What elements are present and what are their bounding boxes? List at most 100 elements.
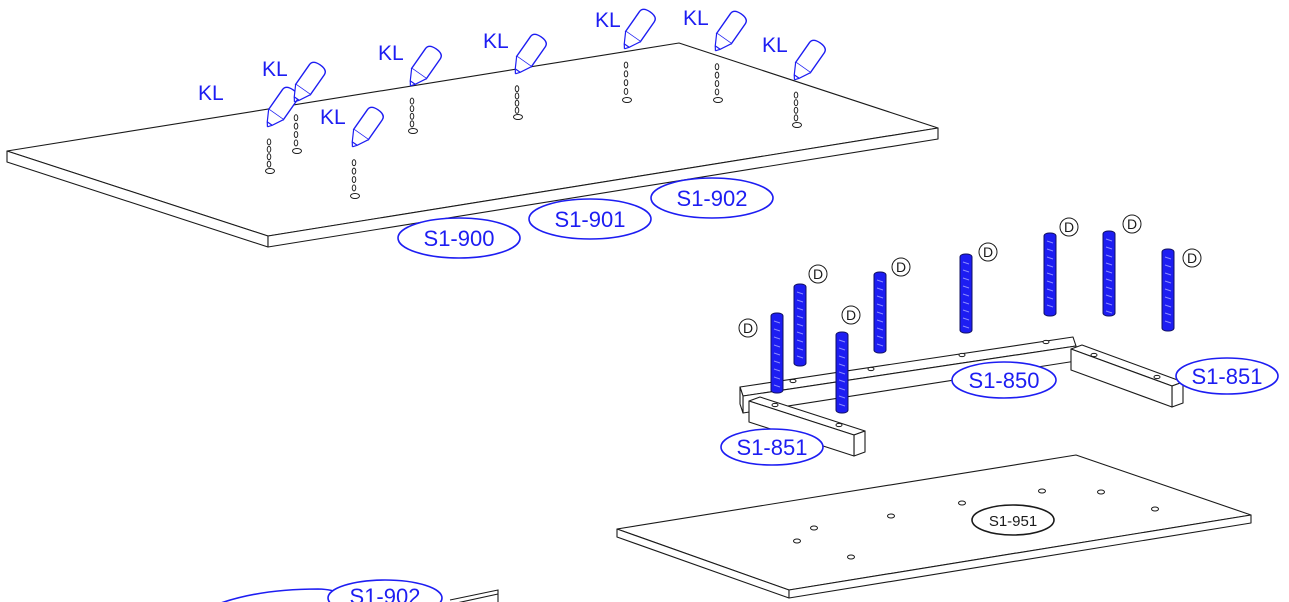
- dowel-label-circle: [808, 264, 828, 284]
- glue-drop: [351, 167, 357, 175]
- dowel-hole: [792, 122, 802, 128]
- glue-bottle-icon: [514, 33, 547, 75]
- dowel-label: D: [1064, 219, 1074, 235]
- label-s1-900-text: S1-900: [424, 226, 495, 251]
- label-s1-851-right: S1-851: [1175, 357, 1279, 395]
- glue-drop: [793, 91, 799, 99]
- dowel-label: D: [813, 266, 823, 282]
- dowel-5: D: [959, 242, 998, 334]
- top-panel: [6, 42, 939, 248]
- glue-bottle-icon: [293, 61, 326, 103]
- glue-drop: [623, 61, 629, 69]
- label-s1-900: S1-900: [397, 217, 521, 259]
- dowel-hole: [350, 193, 360, 199]
- dowel-2: D: [793, 264, 828, 367]
- glue-drop: [351, 176, 357, 183]
- dowel-hole: [622, 97, 632, 103]
- label-s1-951-text: S1-951: [989, 513, 1037, 530]
- dowel-1: D: [738, 312, 784, 394]
- dowel-label-circle: [978, 242, 998, 262]
- glue-drop: [623, 87, 629, 95]
- rail-short-left-s1-851: [748, 396, 866, 457]
- glue-drop: [793, 114, 799, 122]
- label-s1-851-left: S1-851: [720, 428, 824, 466]
- bottom-panel-s1-951: [616, 454, 1252, 599]
- glue-drop: [514, 85, 520, 93]
- glue-application-4: KL: [378, 42, 442, 134]
- glue-drop: [623, 70, 629, 78]
- glue-drop: [266, 153, 272, 161]
- glue-bottle-icon: [793, 39, 826, 81]
- dowel-label-circle: [891, 257, 911, 277]
- label-s1-901-text: S1-901: [555, 207, 626, 232]
- label-s1-902-text: S1-902: [677, 186, 748, 211]
- dowel-label-circle: [738, 318, 758, 338]
- glue-drop: [293, 122, 299, 130]
- glue-label: KL: [198, 82, 224, 105]
- label-s1-851-left-text: S1-851: [737, 435, 808, 460]
- glue-drop: [409, 112, 415, 120]
- glue-bottle-icon: [409, 45, 442, 87]
- label-s1-851-right-text: S1-851: [1192, 364, 1263, 389]
- dowel-label-circle: [841, 305, 861, 325]
- glue-bottle-icon: [623, 8, 656, 50]
- glue-drop: [266, 138, 272, 146]
- dowel-pin: [1102, 230, 1116, 317]
- glue-label: KL: [762, 34, 788, 57]
- glue-drop: [409, 120, 415, 128]
- glue-drop: [714, 80, 720, 87]
- glue-drop: [293, 139, 299, 147]
- dowel-7: D: [1102, 214, 1142, 317]
- glue-drop: [293, 131, 299, 138]
- dowel-label: D: [983, 244, 993, 260]
- glue-label: KL: [483, 30, 509, 53]
- glue-application-5: KL: [483, 30, 547, 120]
- glue-drop: [351, 184, 357, 192]
- label-s1-902-partial-text: S1-902: [350, 584, 421, 602]
- glue-application-2: KL: [262, 58, 326, 154]
- dowel-label-circle: [1122, 214, 1142, 234]
- dowel-label-circle: [1059, 217, 1079, 237]
- dowel-label: D: [1187, 250, 1197, 266]
- dowel-label: D: [896, 259, 906, 275]
- glue-application-3: KL: [320, 106, 384, 199]
- label-s1-902: S1-902: [650, 177, 774, 219]
- glue-applications: KL KL KL KL KL KL KL KL: [198, 7, 826, 199]
- glue-bottle-icon: [714, 10, 747, 52]
- dowel-hole: [513, 114, 523, 120]
- glue-drop: [514, 92, 520, 100]
- dowel-label: D: [1127, 216, 1137, 232]
- dowel-pin: [770, 312, 784, 394]
- dowel-8: D: [1161, 248, 1202, 332]
- glue-drop: [409, 105, 415, 113]
- glue-drop: [714, 63, 720, 71]
- label-s1-901: S1-901: [528, 198, 652, 240]
- glue-label: KL: [378, 42, 404, 65]
- dowel-pin: [959, 253, 973, 334]
- dowel-3: D: [835, 305, 861, 414]
- glue-drop: [266, 145, 272, 153]
- glue-drop: [514, 99, 520, 107]
- glue-bottle-icon: [351, 106, 384, 148]
- dowel-label: D: [743, 320, 753, 336]
- glue-drop: [514, 106, 520, 114]
- glue-label: KL: [595, 9, 621, 32]
- glue-drop: [266, 160, 272, 168]
- dowel-hole: [408, 128, 418, 134]
- glue-drop: [793, 106, 799, 114]
- glue-drop: [293, 114, 299, 122]
- glue-drop: [714, 88, 720, 96]
- rail-short-right-s1-851: [1070, 344, 1184, 408]
- glue-label: KL: [262, 58, 288, 81]
- glue-drop: [351, 159, 357, 167]
- glue-drop: [623, 79, 629, 87]
- dowel-hole: [292, 148, 302, 154]
- glue-application-8: KL: [762, 34, 826, 128]
- glue-drop: [714, 71, 720, 79]
- glue-application-6: KL: [595, 8, 656, 103]
- glue-drop: [793, 99, 799, 107]
- glue-drop: [409, 97, 415, 105]
- dowel-6: D: [1043, 217, 1079, 317]
- label-s1-850: S1-850: [951, 361, 1057, 399]
